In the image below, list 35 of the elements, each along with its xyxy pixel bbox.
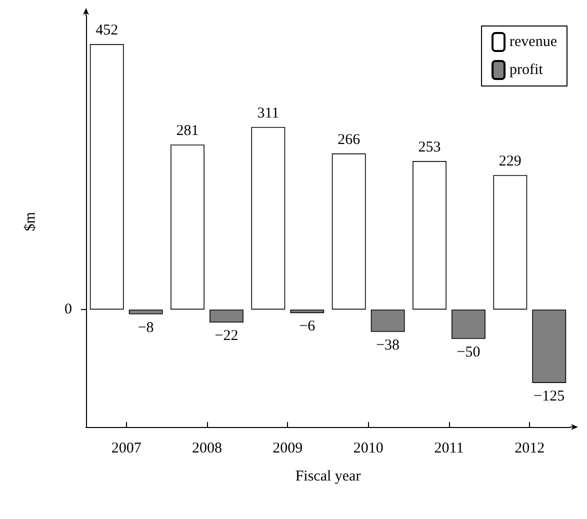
x-tick-label: 2011 <box>434 440 464 456</box>
x-axis-title: Fiscal year <box>295 468 361 484</box>
data-label: 452 <box>96 22 118 39</box>
bar <box>290 310 324 314</box>
data-label: −22 <box>214 328 238 344</box>
bar <box>210 310 244 322</box>
x-tick-label: 2008 <box>192 440 222 456</box>
data-label: −6 <box>299 318 316 335</box>
bar <box>90 44 124 310</box>
x-tick-label: 2009 <box>272 440 303 456</box>
bar <box>412 161 446 310</box>
data-label: 281 <box>176 123 199 140</box>
bar <box>532 310 566 383</box>
bar <box>370 310 405 332</box>
bar <box>332 153 366 310</box>
bar <box>170 144 204 310</box>
bar <box>251 126 286 310</box>
bar <box>493 175 528 310</box>
legend-label: profit <box>510 62 544 78</box>
data-label: 266 <box>338 132 361 148</box>
y-axis-title: $m <box>22 212 38 232</box>
x-tick-label: 2010 <box>353 440 384 456</box>
data-label: 229 <box>498 154 522 170</box>
x-tick-label: 2012 <box>514 440 545 456</box>
data-label: −50 <box>456 344 480 360</box>
bar <box>452 310 486 339</box>
x-tick-label: 2007 <box>111 440 142 456</box>
bar <box>128 310 163 314</box>
data-label: −125 <box>534 388 565 404</box>
data-label: 253 <box>418 140 441 156</box>
data-label: −8 <box>138 320 154 336</box>
data-label: −38 <box>376 337 400 354</box>
ref-line-label: 0 <box>64 302 72 318</box>
legend-label: revenue <box>510 34 558 50</box>
data-label: 311 <box>257 105 280 122</box>
